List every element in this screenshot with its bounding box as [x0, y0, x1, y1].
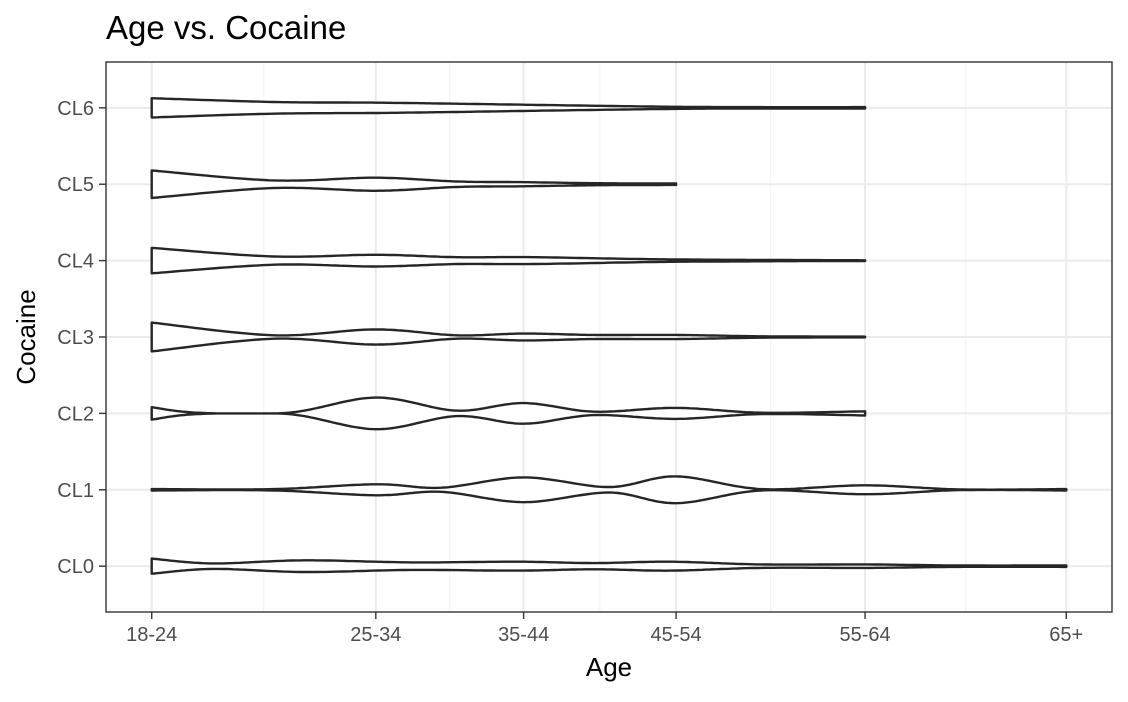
y-axis-title: Cocaine	[11, 289, 41, 384]
y-tick-label: CL2	[57, 403, 94, 425]
violin-cl5	[150, 169, 678, 200]
x-tick-label: 35-44	[498, 624, 549, 646]
violin-cl1	[150, 475, 1068, 505]
y-tick-label: CL4	[57, 251, 94, 273]
y-tick-label: CL0	[57, 556, 94, 578]
chart-title: Age vs. Cocaine	[106, 9, 346, 46]
y-tick-label: CL3	[57, 327, 94, 349]
x-tick-label: 65+	[1049, 624, 1083, 646]
x-tick-label: 45-54	[650, 624, 701, 646]
x-tick-label: 18-24	[126, 624, 177, 646]
x-axis-title: Age	[586, 652, 632, 682]
violin-cl6	[150, 97, 867, 119]
violin-cl4	[150, 246, 867, 275]
violin-cl3	[150, 321, 867, 353]
violin-cl2	[150, 396, 867, 431]
violin-cl0	[150, 557, 1068, 575]
y-tick-label: CL5	[57, 174, 94, 196]
x-tick-label: 25-34	[350, 624, 401, 646]
y-tick-label: CL6	[57, 98, 94, 120]
axis-layer: 18-24 25-34 35-44 45-54 55-64 65+ CL0 CL1 CL2 CL3…	[57, 98, 1083, 646]
violin-layer	[150, 97, 1068, 575]
y-tick-label: CL1	[57, 480, 94, 502]
x-tick-label: 55-64	[839, 624, 890, 646]
